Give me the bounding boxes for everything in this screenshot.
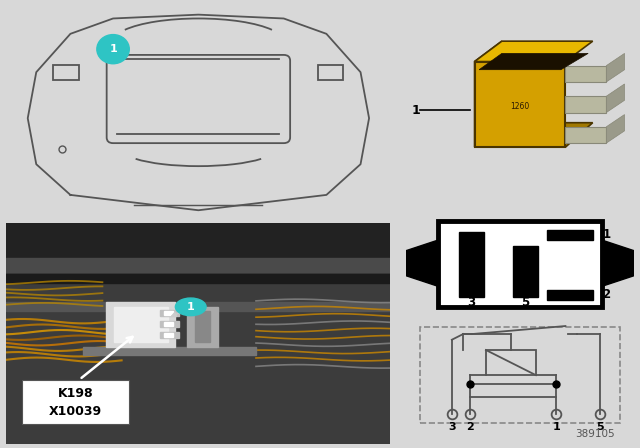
Text: X10039: X10039 bbox=[49, 405, 102, 418]
Bar bbox=[470, 384, 556, 397]
Polygon shape bbox=[475, 61, 566, 147]
Circle shape bbox=[97, 34, 129, 64]
Bar bbox=[164, 333, 173, 337]
Bar bbox=[6, 274, 390, 283]
Polygon shape bbox=[606, 115, 625, 143]
Polygon shape bbox=[479, 53, 588, 70]
Bar bbox=[6, 302, 390, 311]
Text: 1: 1 bbox=[602, 228, 611, 241]
Bar bbox=[195, 311, 210, 342]
Text: 1: 1 bbox=[411, 104, 420, 117]
Text: 1: 1 bbox=[552, 422, 560, 431]
Polygon shape bbox=[475, 41, 502, 147]
Bar bbox=[160, 332, 179, 338]
Bar bbox=[187, 307, 218, 347]
Text: 5: 5 bbox=[522, 296, 530, 309]
Bar bbox=[6, 223, 390, 263]
Bar bbox=[547, 229, 593, 240]
Polygon shape bbox=[406, 240, 438, 286]
Bar bbox=[160, 321, 179, 327]
Polygon shape bbox=[606, 84, 625, 112]
Bar bbox=[486, 350, 536, 375]
Text: 2: 2 bbox=[602, 288, 611, 302]
Text: 3: 3 bbox=[467, 296, 476, 309]
Bar bbox=[420, 327, 620, 423]
Bar bbox=[438, 221, 602, 307]
Polygon shape bbox=[566, 127, 606, 143]
Text: K198: K198 bbox=[58, 388, 93, 401]
Bar bbox=[6, 258, 390, 271]
Bar bbox=[164, 322, 173, 326]
Polygon shape bbox=[475, 123, 593, 147]
Polygon shape bbox=[606, 53, 625, 82]
Polygon shape bbox=[566, 96, 606, 112]
Bar bbox=[83, 347, 256, 355]
Text: 389105: 389105 bbox=[575, 429, 614, 439]
Polygon shape bbox=[475, 41, 593, 61]
Circle shape bbox=[175, 298, 206, 316]
Bar bbox=[22, 379, 129, 424]
Bar bbox=[160, 310, 179, 316]
Text: 3: 3 bbox=[448, 422, 456, 431]
Bar bbox=[164, 311, 173, 315]
Bar bbox=[114, 307, 168, 342]
Text: 1260: 1260 bbox=[510, 102, 530, 111]
Polygon shape bbox=[566, 65, 606, 82]
Bar bbox=[547, 289, 593, 300]
Polygon shape bbox=[602, 240, 634, 286]
Text: 1: 1 bbox=[109, 44, 117, 54]
Bar bbox=[106, 302, 175, 347]
Text: 2: 2 bbox=[466, 422, 474, 431]
Bar bbox=[459, 232, 484, 297]
Bar bbox=[513, 246, 538, 297]
Text: 1: 1 bbox=[187, 302, 195, 312]
Text: 5: 5 bbox=[596, 422, 604, 431]
